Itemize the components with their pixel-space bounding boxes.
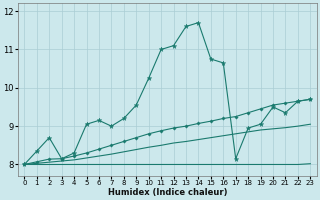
X-axis label: Humidex (Indice chaleur): Humidex (Indice chaleur) [108, 188, 227, 197]
